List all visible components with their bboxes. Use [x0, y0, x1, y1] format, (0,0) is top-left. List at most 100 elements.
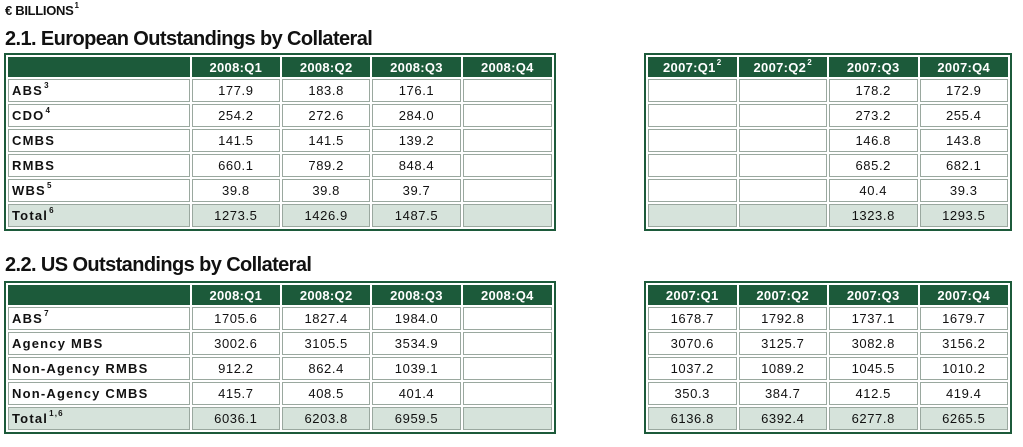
label-text: 2008:Q1: [209, 287, 263, 303]
column-header: 2008:Q2: [282, 57, 371, 77]
table-row: ABS3 177.9 183.8 176.1: [8, 79, 552, 102]
cell: 350.3: [648, 382, 737, 405]
cell: [738, 204, 827, 227]
row-label: ABS7: [8, 307, 190, 330]
header-row: 2008:Q1 2008:Q2 2008:Q3 2008:Q4: [8, 57, 552, 77]
cell: 6277.8: [829, 407, 918, 430]
cell: 412.5: [829, 382, 918, 405]
row-label: CMBS: [8, 129, 190, 152]
cell: 1737.1: [829, 307, 918, 330]
column-header: 2007:Q1: [648, 285, 737, 305]
table-row: CMBS 141.5 141.5 139.2: [8, 129, 552, 152]
unit-note: € BILLIONS1: [5, 1, 79, 18]
header-row: 2007:Q1 2007:Q2 2007:Q3 2007:Q4: [648, 285, 1008, 305]
cell: [462, 357, 552, 380]
cell: 1827.4: [282, 307, 371, 330]
cell: [738, 104, 827, 127]
row-label: Agency MBS: [8, 332, 190, 355]
cell: 177.9: [191, 79, 280, 102]
cell: 1792.8: [738, 307, 827, 330]
cell: 384.7: [738, 382, 827, 405]
cell: 143.8: [919, 129, 1008, 152]
data-table: 2008:Q1 2008:Q2 2008:Q3 2008:Q4 ABS7 1705.6 18…: [4, 281, 556, 434]
cell: 1273.5: [191, 204, 280, 227]
table-row: Total1,6 6036.1 6203.8 6959.5: [8, 407, 552, 430]
label-text: WBS: [12, 183, 46, 198]
cell: [738, 179, 827, 202]
table-row: WBS5 39.8 39.8 39.7: [8, 179, 552, 202]
label-text: Agency MBS: [12, 336, 104, 351]
section-title: 2.2. US Outstandings by Collateral: [5, 254, 312, 276]
table-row: 685.2 682.1: [648, 154, 1008, 177]
label-text: CDO: [12, 108, 45, 123]
footnote-ref: 2: [716, 57, 722, 67]
table-row: Non-Agency RMBS 912.2 862.4 1039.1: [8, 357, 552, 380]
footnote-ref: 1: [74, 1, 79, 10]
column-header: 2007:Q3: [829, 285, 918, 305]
cell: 1010.2: [919, 357, 1008, 380]
cell: [738, 79, 827, 102]
cell: 6136.8: [648, 407, 737, 430]
cell: [738, 129, 827, 152]
cell: [462, 382, 552, 405]
column-header: 2008:Q3: [372, 285, 461, 305]
label-text: 2008:Q3: [390, 287, 443, 303]
table-row: Non-Agency CMBS 415.7 408.5 401.4: [8, 382, 552, 405]
column-header: 2007:Q4: [919, 285, 1008, 305]
label-text: 2007:Q3: [846, 287, 900, 303]
cell: [462, 204, 552, 227]
header-cell: [8, 57, 190, 77]
cell: 3082.8: [829, 332, 918, 355]
footnote-ref: 5: [46, 181, 53, 190]
cell: 1678.7: [648, 307, 737, 330]
cell: 254.2: [191, 104, 280, 127]
row-label: Non-Agency CMBS: [8, 382, 190, 405]
label-text: Total: [12, 411, 49, 426]
cell: [462, 129, 552, 152]
cell: 183.8: [282, 79, 371, 102]
label-text: 2007:Q4: [937, 287, 991, 303]
cell: 1037.2: [648, 357, 737, 380]
column-header: 2007:Q22: [738, 57, 827, 77]
row-label: CDO4: [8, 104, 190, 127]
cell: 6265.5: [919, 407, 1008, 430]
cell: [462, 179, 552, 202]
cell: 284.0: [372, 104, 461, 127]
table-row: Total6 1273.5 1426.9 1487.5: [8, 204, 552, 227]
column-header: 2008:Q2: [282, 285, 371, 305]
row-label: Total6: [8, 204, 190, 227]
row-label: RMBS: [8, 154, 190, 177]
row-label: Total1,6: [8, 407, 190, 430]
row-label: WBS5: [8, 179, 190, 202]
cell: [462, 79, 552, 102]
label-text: 2008:Q4: [480, 59, 534, 75]
cell: [462, 332, 552, 355]
cell: 6036.1: [191, 407, 280, 430]
cell: 141.5: [191, 129, 280, 152]
cell: 3002.6: [191, 332, 280, 355]
cell: 848.4: [372, 154, 461, 177]
cell: 178.2: [829, 79, 918, 102]
header-row: 2008:Q1 2008:Q2 2008:Q3 2008:Q4: [8, 285, 552, 305]
label-text: 2008:Q3: [390, 59, 443, 75]
table-row: Agency MBS 3002.6 3105.5 3534.9: [8, 332, 552, 355]
cell: [462, 154, 552, 177]
cell: 862.4: [282, 357, 371, 380]
cell: 146.8: [829, 129, 918, 152]
header-row: 2007:Q12 2007:Q22 2007:Q3 2007:Q4: [648, 57, 1008, 77]
label-text: CMBS: [12, 133, 56, 148]
cell: [648, 204, 737, 227]
cell: 139.2: [372, 129, 461, 152]
cell: 6203.8: [282, 407, 371, 430]
cell: 1984.0: [372, 307, 461, 330]
label-text: Total: [12, 208, 49, 223]
label-text: 2007:Q1: [663, 59, 716, 75]
cell: 6959.5: [372, 407, 461, 430]
section-title: 2.1. European Outstandings by Collateral: [5, 28, 373, 50]
label-text: ABS: [12, 311, 44, 326]
cell: 1426.9: [282, 204, 371, 227]
header-cell: [8, 285, 190, 305]
cell: 39.3: [919, 179, 1008, 202]
cell: 6392.4: [738, 407, 827, 430]
